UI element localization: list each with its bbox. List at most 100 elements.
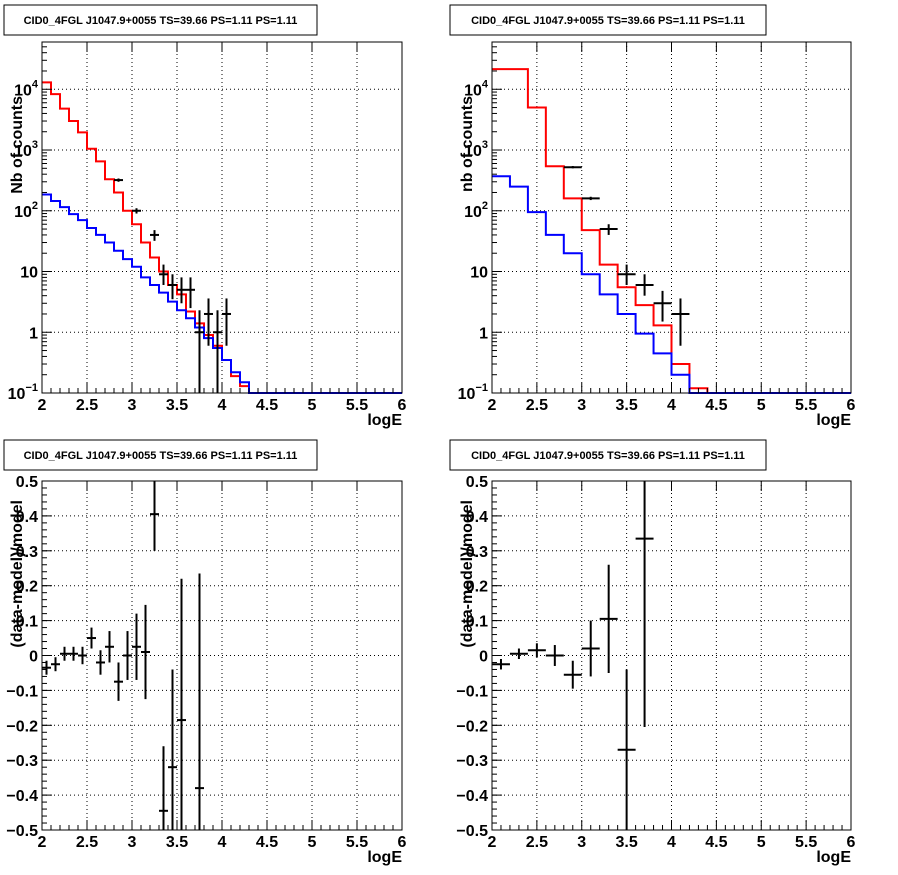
chart-bottom-right: CID0_4FGL J1047.9+0055 TS=39.66 PS=1.11 … xyxy=(449,439,856,866)
data-point xyxy=(599,564,618,673)
x-axis-label: logE xyxy=(367,412,402,429)
y-tick-label: 0.5 xyxy=(16,474,38,491)
data-point xyxy=(509,648,528,659)
y-tick-label: 0.4 xyxy=(16,509,38,526)
x-tick-label: 5 xyxy=(757,397,766,414)
x-tick-label: 2.5 xyxy=(76,834,98,851)
data-point xyxy=(204,298,213,346)
y-tick-label: −0.4 xyxy=(6,788,38,805)
data-point xyxy=(581,196,600,201)
title-box xyxy=(3,439,318,471)
x-tick-label: 2.5 xyxy=(76,397,98,414)
data-point xyxy=(492,658,510,670)
data-point xyxy=(87,627,96,649)
data-point xyxy=(96,650,105,675)
y-tick-label: 0.3 xyxy=(16,544,38,561)
y-tick-label: 104 xyxy=(464,78,489,99)
title-box xyxy=(3,4,318,36)
data-point xyxy=(141,604,150,700)
x-tick-label: 5.5 xyxy=(346,397,368,414)
y-tick-label: −0.2 xyxy=(6,718,38,735)
y-axis-label: nb of counts xyxy=(459,96,476,192)
data-point xyxy=(599,224,618,235)
data-point xyxy=(159,746,168,830)
y-tick-label: 10 xyxy=(470,265,488,282)
x-tick-label: 2.5 xyxy=(526,834,548,851)
y-tick-label: −0.4 xyxy=(456,788,488,805)
data-point xyxy=(671,298,690,346)
x-tick-label: 4.5 xyxy=(256,834,278,851)
data-point xyxy=(545,645,564,666)
data-point xyxy=(563,660,582,689)
y-axis-label: (data-model)/model xyxy=(459,500,476,648)
x-tick-label: 4.5 xyxy=(705,834,727,851)
series-line-red xyxy=(42,81,402,394)
y-tick-label: 10 xyxy=(20,265,38,282)
data-point xyxy=(635,274,654,296)
y-tick-label: −0.3 xyxy=(6,753,38,770)
y-tick-label: −0.1 xyxy=(456,683,488,700)
x-tick-label: 5 xyxy=(308,397,317,414)
data-point xyxy=(69,646,78,661)
x-tick-label: 4 xyxy=(667,834,676,851)
data-point xyxy=(177,277,186,304)
x-tick-label: 4.5 xyxy=(256,397,278,414)
series-line-blue xyxy=(492,175,851,394)
data-point xyxy=(42,660,51,675)
x-tick-label: 3 xyxy=(128,834,137,851)
y-tick-label: 0 xyxy=(29,649,38,666)
y-tick-label: 1 xyxy=(29,325,38,342)
y-tick-label: 0.2 xyxy=(466,579,488,596)
x-tick-label: 4 xyxy=(218,397,227,414)
y-tick-label: 0.3 xyxy=(466,544,488,561)
data-point xyxy=(617,264,636,285)
x-axis-label: logE xyxy=(367,849,402,866)
y-tick-label: 10−1 xyxy=(8,382,38,403)
x-axis-label: logE xyxy=(816,412,851,429)
x-tick-label: 2.5 xyxy=(526,397,548,414)
chart-top-left: CID0_4FGL J1047.9+0055 TS=39.66 PS=1.11 … xyxy=(3,4,407,429)
y-tick-label: 102 xyxy=(14,200,38,221)
y-tick-label: 0.2 xyxy=(16,579,38,596)
x-tick-label: 4 xyxy=(667,397,676,414)
x-tick-label: 6 xyxy=(398,397,407,414)
y-tick-label: 0.5 xyxy=(466,474,488,491)
x-tick-label: 3 xyxy=(577,397,586,414)
data-point xyxy=(105,631,114,663)
x-tick-label: 3 xyxy=(577,834,586,851)
data-point xyxy=(114,178,123,182)
x-tick-label: 5 xyxy=(757,834,766,851)
x-tick-label: 4 xyxy=(218,834,227,851)
data-point xyxy=(213,310,222,393)
y-tick-label: 0 xyxy=(479,649,488,666)
x-axis-label: logE xyxy=(816,849,851,866)
y-tick-label: −0.2 xyxy=(456,718,488,735)
y-axis-label: Nb of counts xyxy=(9,96,26,194)
x-tick-label: 2 xyxy=(488,834,497,851)
chart-top-right: CID0_4FGL J1047.9+0055 TS=39.66 PS=1.11 … xyxy=(449,4,856,429)
x-tick-label: 3.5 xyxy=(616,834,638,851)
x-tick-label: 6 xyxy=(847,397,856,414)
data-point xyxy=(635,481,654,728)
x-tick-label: 5 xyxy=(308,834,317,851)
x-tick-label: 5.5 xyxy=(346,834,368,851)
data-point xyxy=(132,208,141,214)
title-box xyxy=(449,4,767,36)
data-point xyxy=(168,274,177,300)
x-tick-label: 4.5 xyxy=(705,397,727,414)
y-tick-label: 10−1 xyxy=(458,382,488,403)
data-point xyxy=(123,631,132,680)
y-axis-label: (data-model)/model xyxy=(9,500,26,648)
y-tick-label: −0.3 xyxy=(456,753,488,770)
x-tick-label: 2 xyxy=(38,834,47,851)
data-point xyxy=(195,310,204,393)
data-point xyxy=(51,657,60,672)
data-point xyxy=(177,578,186,830)
x-tick-label: 3.5 xyxy=(616,397,638,414)
data-point xyxy=(222,298,231,346)
data-point xyxy=(150,481,159,551)
y-tick-label: 104 xyxy=(14,78,39,99)
data-point xyxy=(132,613,141,680)
data-point xyxy=(617,669,636,830)
